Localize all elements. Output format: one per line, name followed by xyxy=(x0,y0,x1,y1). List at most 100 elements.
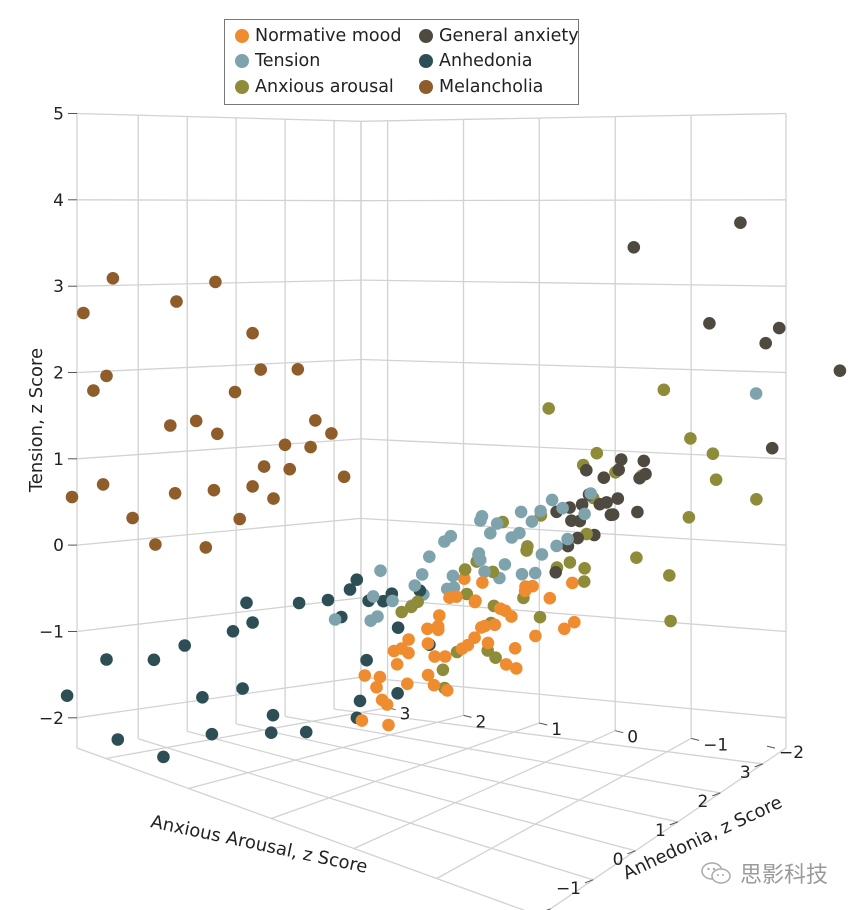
data-point-general-anxiety xyxy=(612,463,625,477)
data-point-anhedonia xyxy=(350,573,364,586)
gridline xyxy=(360,112,787,122)
data-point-melancholia xyxy=(211,427,224,441)
data-point-general-anxiety xyxy=(571,531,584,545)
data-point-anhedonia xyxy=(391,687,404,700)
data-point-tension xyxy=(438,535,451,548)
legend-dot-icon xyxy=(235,29,249,43)
data-point-general-anxiety xyxy=(637,454,651,468)
data-point-anhedonia xyxy=(240,596,253,610)
data-point-normative-mood xyxy=(461,638,475,652)
legend-item-anxious-arousal: Anxious arousal xyxy=(235,77,394,97)
data-point-melancholia xyxy=(325,427,338,440)
x-tick xyxy=(545,908,551,910)
data-point-general-anxiety xyxy=(549,566,562,579)
data-point-tension xyxy=(749,387,763,400)
data-point-tension xyxy=(472,548,485,562)
data-point-general-anxiety xyxy=(606,508,620,521)
data-point-normative-mood xyxy=(375,693,389,707)
data-point-anxious-arousal xyxy=(590,446,604,460)
z-tick-label: −2 xyxy=(39,709,64,729)
data-point-normative-mood xyxy=(543,591,557,605)
z-tick-label: 0 xyxy=(53,536,64,556)
data-point-anxious-arousal xyxy=(663,569,676,582)
data-point-anhedonia xyxy=(377,594,390,608)
data-point-anhedonia xyxy=(266,708,280,722)
y-tick xyxy=(690,737,700,741)
data-point-general-anxiety xyxy=(734,216,747,229)
gridline xyxy=(76,199,362,202)
data-point-anhedonia xyxy=(147,653,161,667)
legend-dot-icon xyxy=(419,80,433,94)
data-point-normative-mood xyxy=(438,650,452,663)
data-point-tension xyxy=(584,487,597,500)
data-point-tension xyxy=(415,568,429,581)
legend-label: Anxious arousal xyxy=(255,77,394,97)
legend-item-tension: Tension xyxy=(235,51,320,71)
data-point-tension xyxy=(535,548,549,561)
data-point-anhedonia xyxy=(353,694,367,708)
data-point-anxious-arousal xyxy=(682,511,696,524)
data-point-anxious-arousal xyxy=(630,551,643,564)
data-point-tension xyxy=(474,514,487,527)
z-axis-label: Tension, z Score xyxy=(26,348,47,493)
gridline xyxy=(76,676,362,719)
data-point-anxious-arousal xyxy=(404,600,418,614)
data-point-general-anxiety xyxy=(565,514,578,527)
data-point-tension xyxy=(490,517,504,530)
y-tick-label: −1 xyxy=(703,735,728,755)
data-point-normative-mood xyxy=(478,619,492,633)
data-point-normative-mood xyxy=(432,623,445,637)
data-point-melancholia xyxy=(304,440,317,454)
data-point-anxious-arousal xyxy=(577,575,591,588)
data-point-melancholia xyxy=(77,306,90,320)
data-point-tension xyxy=(386,594,399,608)
data-point-melancholia xyxy=(246,480,259,493)
x-tick xyxy=(712,792,721,797)
z-tick-label: 3 xyxy=(53,277,64,297)
data-point-melancholia xyxy=(106,272,120,285)
x-tick xyxy=(669,821,678,826)
data-point-tension xyxy=(545,493,559,507)
legend-label: Normative mood xyxy=(255,26,402,46)
data-point-anhedonia xyxy=(205,727,219,741)
gridline xyxy=(360,438,787,460)
data-point-anhedonia xyxy=(196,691,209,704)
data-point-melancholia xyxy=(246,326,259,340)
data-point-general-anxiety xyxy=(614,453,628,466)
data-point-anxious-arousal xyxy=(750,493,763,506)
data-point-general-anxiety xyxy=(772,321,786,335)
x-tick-label: 3 xyxy=(740,763,751,783)
data-point-anxious-arousal xyxy=(460,587,474,601)
legend-dot-icon xyxy=(235,80,249,94)
x-axis-label: Anxious Arousal, z Score xyxy=(149,811,370,878)
data-point-anxious-arousal xyxy=(657,383,671,397)
x-tick xyxy=(627,850,636,855)
data-point-melancholia xyxy=(170,295,183,308)
wechat-icon xyxy=(701,862,731,884)
gridline xyxy=(76,597,362,633)
data-point-normative-mood xyxy=(529,629,542,643)
gridline xyxy=(271,722,540,820)
data-point-melancholia xyxy=(168,487,182,500)
y-tick-label: 0 xyxy=(627,728,638,748)
data-point-melancholia xyxy=(207,483,221,497)
data-point-normative-mood xyxy=(373,670,387,684)
data-point-anhedonia xyxy=(60,689,74,702)
data-point-anhedonia xyxy=(391,621,405,634)
data-point-general-anxiety xyxy=(627,241,641,254)
gridline xyxy=(76,358,362,374)
data-point-tension xyxy=(513,526,526,540)
gridline xyxy=(360,279,787,287)
data-point-normative-mood xyxy=(526,579,539,593)
data-point-tension xyxy=(374,564,387,577)
data-point-tension xyxy=(446,569,460,583)
z-tick-label: −1 xyxy=(39,623,64,643)
data-point-normative-mood xyxy=(387,644,401,658)
data-point-melancholia xyxy=(100,369,113,383)
x-tick-label: −2 xyxy=(514,908,539,910)
x-tick-label: −1 xyxy=(556,879,581,899)
data-point-general-anxiety xyxy=(597,471,611,485)
data-point-melancholia xyxy=(278,438,292,452)
z-tick-label: 1 xyxy=(53,450,64,470)
